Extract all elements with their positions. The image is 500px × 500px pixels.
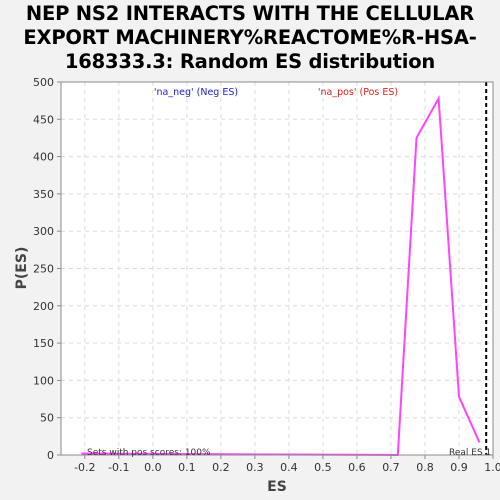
x-tick-label: 0.8: [416, 461, 434, 474]
neg-label: 'na_neg' (Neg ES): [154, 87, 238, 98]
x-tick-label: 0.1: [178, 461, 196, 474]
y-tick-label: 400: [33, 151, 54, 164]
x-tick-label: 0.4: [280, 461, 298, 474]
x-tick-label: 0.2: [212, 461, 230, 474]
x-tick-label: 0.6: [348, 461, 366, 474]
y-tick-label: 500: [33, 76, 54, 89]
pos-label: 'na_pos' (Pos ES): [318, 87, 398, 98]
y-tick-label: 200: [33, 300, 54, 313]
x-tick-label: -0.2: [74, 461, 95, 474]
x-tick-label: -0.1: [108, 461, 129, 474]
axis-ticks: -0.2 -0.1 0.0 0.1 0.2 0.3 0.4 0.5 0.6 0.7 0.8 0.9 1.…: [33, 76, 500, 474]
x-tick-label: 0.5: [314, 461, 332, 474]
x-tick-label: 0.7: [382, 461, 400, 474]
chart-title: NEP NS2 INTERACTS WITH THE CELLULAR EXPO…: [0, 2, 500, 74]
y-axis-label: P(ES): [14, 247, 30, 290]
x-tick-label: 0.3: [246, 461, 264, 474]
y-tick-label: 350: [33, 188, 54, 201]
x-tick-label: 0.0: [144, 461, 162, 474]
y-tick-label: 100: [33, 374, 54, 387]
y-tick-label: 300: [33, 225, 54, 238]
y-tick-label: 450: [33, 113, 54, 126]
x-axis-label: ES: [267, 479, 287, 495]
real-es-label: Real ES 1: [449, 448, 491, 458]
y-tick-label: 50: [40, 412, 54, 425]
chart-title-line-3: 168333.3: Random ES distribution: [64, 50, 436, 73]
chart-title-line-1: NEP NS2 INTERACTS WITH THE CELLULAR: [25, 2, 475, 25]
y-tick-label: 0: [47, 449, 54, 462]
y-tick-label: 250: [33, 263, 54, 276]
chart-title-line-2: EXPORT MACHINERY%REACTOME%R-HSA-: [23, 26, 477, 49]
sets-label: Sets with pos scores: 100%: [87, 448, 211, 458]
x-tick-label: 1.0: [484, 461, 500, 474]
x-tick-label: 0.9: [450, 461, 468, 474]
y-tick-label: 150: [33, 337, 54, 350]
